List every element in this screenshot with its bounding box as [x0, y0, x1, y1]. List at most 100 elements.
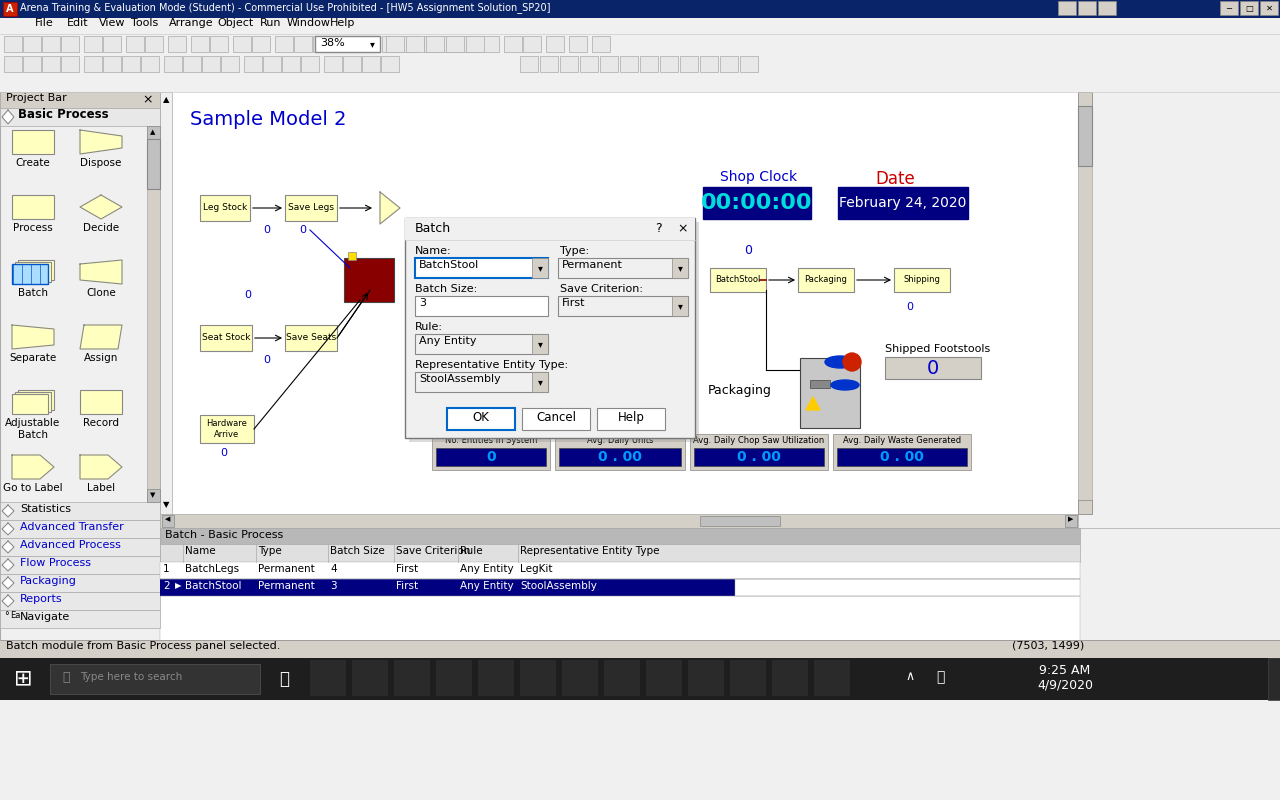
Text: Go to Label: Go to Label — [3, 483, 63, 493]
Text: Name: Name — [186, 546, 215, 556]
Bar — [672, 296, 689, 316]
Text: BatchStool: BatchStool — [186, 581, 242, 591]
Text: Permanent: Permanent — [562, 260, 623, 270]
Text: 3: 3 — [419, 298, 426, 308]
Text: ▶: ▶ — [1069, 516, 1074, 522]
Polygon shape — [12, 455, 54, 479]
Bar — [0, 658, 46, 700]
Bar — [532, 372, 548, 392]
Bar — [532, 258, 548, 278]
Text: Permanent: Permanent — [259, 581, 315, 591]
Bar — [42, 56, 60, 72]
Bar — [191, 36, 209, 52]
Text: Arrange: Arrange — [169, 18, 214, 28]
Text: ▾: ▾ — [538, 263, 543, 273]
Bar — [0, 502, 160, 520]
Bar — [4, 36, 22, 52]
Text: Batch: Batch — [415, 222, 451, 235]
Bar — [15, 262, 51, 282]
Bar — [282, 56, 300, 72]
Bar — [160, 92, 172, 514]
Bar — [1078, 92, 1092, 514]
Text: Batch: Batch — [18, 288, 49, 298]
Polygon shape — [806, 397, 820, 410]
Text: ◀: ◀ — [165, 516, 170, 522]
Bar — [520, 56, 538, 72]
Text: 0: 0 — [906, 302, 914, 312]
Bar — [690, 434, 828, 470]
Bar — [102, 36, 122, 52]
Text: Create: Create — [15, 158, 50, 168]
Bar — [200, 325, 252, 351]
Polygon shape — [380, 192, 399, 224]
Text: Navigate: Navigate — [20, 612, 70, 622]
Text: View: View — [99, 18, 125, 28]
Text: File: File — [35, 18, 54, 28]
Bar — [0, 0, 1280, 18]
Polygon shape — [79, 325, 122, 349]
Text: 38%: 38% — [320, 38, 344, 48]
Text: Batch - Basic Process: Batch - Basic Process — [165, 530, 283, 540]
Text: 0 . 00: 0 . 00 — [598, 450, 643, 464]
Bar — [387, 36, 404, 52]
Text: ✕: ✕ — [1266, 3, 1272, 13]
Text: Separate: Separate — [9, 353, 56, 363]
Bar — [540, 56, 558, 72]
Bar — [730, 660, 765, 696]
Polygon shape — [3, 577, 14, 589]
Text: 9:25 AM: 9:25 AM — [1039, 664, 1091, 677]
Text: Type:: Type: — [561, 246, 589, 256]
Bar — [660, 56, 678, 72]
Text: Help: Help — [617, 411, 644, 424]
Bar — [477, 660, 515, 696]
Ellipse shape — [831, 380, 859, 390]
Text: Avg. Daily Chop Saw Utilization: Avg. Daily Chop Saw Utilization — [694, 436, 824, 445]
Text: StoolAssembly: StoolAssembly — [520, 581, 596, 591]
Bar — [558, 258, 689, 278]
Bar — [772, 660, 808, 696]
Text: Batch Size:: Batch Size: — [415, 284, 477, 294]
Text: Any Entity: Any Entity — [460, 581, 513, 591]
Text: Packaging: Packaging — [20, 576, 77, 586]
Text: ▲: ▲ — [163, 95, 169, 104]
Text: ∧: ∧ — [905, 670, 915, 683]
Text: Permanent: Permanent — [259, 564, 315, 574]
Text: First: First — [396, 564, 419, 574]
Bar — [1078, 1, 1096, 15]
Bar — [0, 610, 160, 628]
Text: Project Bar: Project Bar — [6, 93, 67, 103]
Text: Seat Stock: Seat Stock — [202, 334, 251, 342]
Bar — [0, 640, 1280, 658]
Bar — [0, 54, 1280, 74]
Bar — [410, 222, 699, 442]
Text: First: First — [562, 298, 585, 308]
Bar — [160, 74, 1280, 92]
Bar — [50, 664, 260, 694]
Text: ⧉: ⧉ — [279, 670, 289, 688]
Bar — [381, 56, 399, 72]
Bar — [18, 260, 54, 280]
Bar — [424, 36, 442, 52]
Text: 0: 0 — [927, 358, 940, 378]
Bar — [358, 36, 378, 52]
Bar — [23, 56, 41, 72]
Text: Type here to search: Type here to search — [79, 672, 182, 682]
Bar — [0, 34, 1280, 54]
Bar — [646, 660, 682, 696]
Text: 0: 0 — [264, 355, 270, 365]
Text: 0: 0 — [220, 448, 228, 458]
Bar — [481, 36, 499, 52]
Bar — [504, 36, 522, 52]
Bar — [415, 334, 548, 354]
Bar — [12, 130, 54, 154]
Bar — [4, 56, 22, 72]
Bar — [900, 658, 1280, 700]
Bar — [294, 36, 312, 52]
Text: Save Criterion:: Save Criterion: — [561, 284, 643, 294]
Bar — [3, 2, 17, 16]
Bar — [833, 434, 972, 470]
Bar — [84, 36, 102, 52]
Bar — [570, 36, 588, 52]
Bar — [0, 658, 1280, 700]
Text: Decide: Decide — [83, 223, 119, 233]
